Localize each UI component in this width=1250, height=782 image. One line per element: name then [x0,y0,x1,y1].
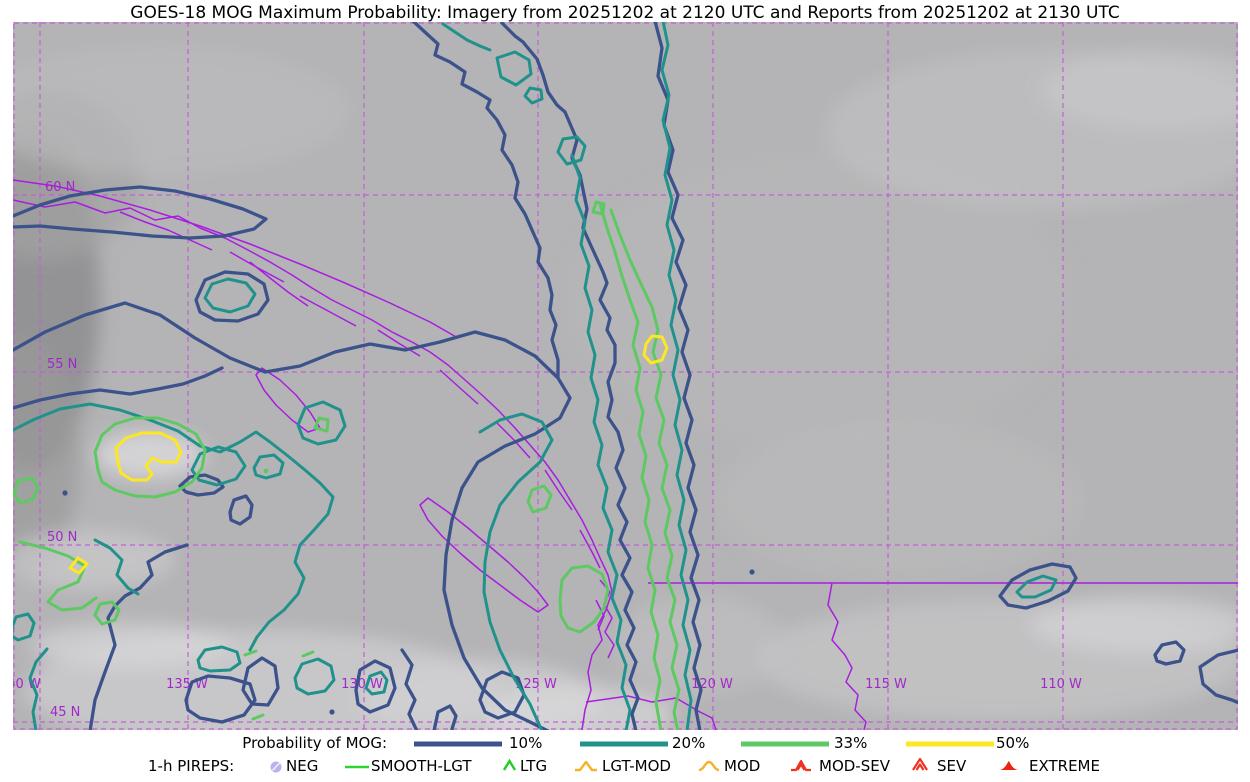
pirep-extreme-label: EXTREME [1029,757,1100,775]
graticule-labels: 60 N 55 N 50 N 45 N 140 W 135 W 130 W 12… [13,180,1082,720]
mog-50pct-swatch [906,741,994,747]
fjord-islands [119,211,605,631]
contour-33pct [13,200,681,730]
contour-10pct [13,22,1238,730]
pirep-lgt-mod-icon [575,760,597,772]
mog-33pct-swatch [741,741,829,747]
pirep-lgt-mod-label: LGT-MOD [602,757,671,775]
contour-50pct [68,334,669,575]
mog-50pct-label: 50% [996,734,1030,752]
contour-20pct [13,22,1058,730]
lon-label-140w: 140 W [13,677,41,692]
mog-legend-title: Probability of MOG: [242,734,387,752]
mog-probability-map: 60 N 55 N 50 N 45 N 140 W 135 W 130 W 12… [13,22,1238,730]
lon-label-110w: 110 W [1040,677,1082,692]
idaho-montana-border [827,582,867,730]
pirep-ltg-label: LTG [520,757,548,775]
pirep-smooth-lgt-icon [345,765,369,769]
pirep-smooth-lgt-label: SMOOTH-LGT [371,757,472,775]
mog-10pct-swatch [414,741,502,747]
haida-gwaii-island [255,367,321,433]
pirep-sev-label: SEV [937,757,967,775]
pirep-neg-icon [270,761,282,773]
pirep-extreme-icon [1000,761,1018,770]
lon-label-115w: 115 W [865,677,907,692]
pirep-sev-icon [912,757,928,771]
lon-label-125w: 125 W [515,677,557,692]
lat-label-50n: 50 N [47,530,77,545]
pirep-ltg-icon [502,758,517,771]
mog-20pct-swatch [580,741,668,747]
lat-label-55n: 55 N [47,357,77,372]
lat-label-45n: 45 N [50,705,80,720]
mog-10pct-label: 10% [509,734,543,752]
pirep-mod-icon [698,760,720,772]
pirep-neg-label: NEG [286,757,319,775]
figure-title: GOES-18 MOG Maximum Probability: Imagery… [130,3,1120,23]
pireps-legend-title: 1-h PIREPS: [148,757,235,775]
graticule [13,22,1238,730]
lon-label-130w: 130 W [341,677,383,692]
vancouver-island [419,497,549,613]
mog-20pct-label: 20% [672,734,706,752]
pirep-mod-sev-label: MOD-SEV [819,757,890,775]
pirep-mod-sev-icon [791,759,811,772]
puget-sound-coast [599,579,615,659]
satellite-clouds [13,45,1238,730]
pirep-mod-label: MOD [724,757,761,775]
mog-33pct-label: 33% [834,734,868,752]
